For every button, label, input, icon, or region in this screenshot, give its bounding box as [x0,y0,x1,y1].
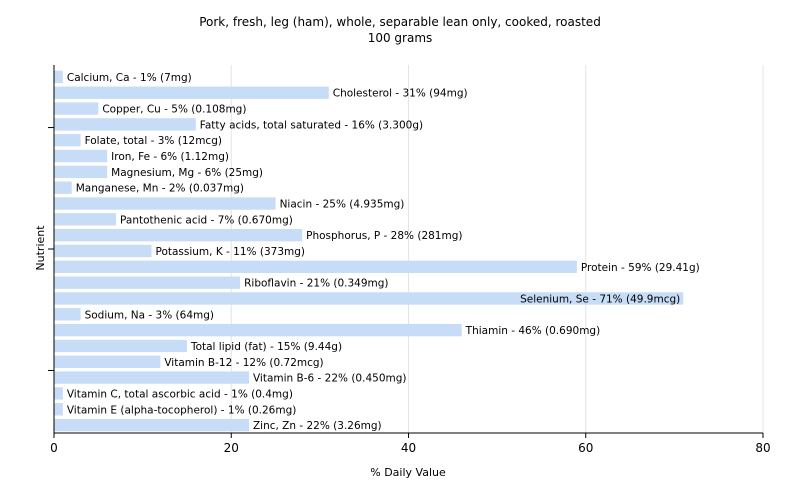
bar-label: Phosphorus, P - 28% (281mg) [306,230,462,242]
bar-label: Vitamin C, total ascorbic acid - 1% (0.4… [67,388,293,400]
bar [54,118,196,131]
bar [54,292,684,305]
bar-label: Potassium, K - 11% (373mg) [155,246,305,258]
x-tick-label: 40 [401,441,416,455]
x-axis-title: % Daily Value [370,466,446,479]
bar [54,181,72,194]
y-axis-title: Nutrient [34,225,47,271]
chart-title: Pork, fresh, leg (ham), whole, separable… [199,15,601,29]
bar-label: Iron, Fe - 6% (1.12mg) [111,151,229,163]
bar [54,403,63,416]
bar-label: Selenium, Se - 71% (49.9mcg) [520,293,680,305]
chart-title-block: Pork, fresh, leg (ham), whole, separable… [0,14,800,46]
axes: 0 20 40 60 80 [48,65,771,455]
bar-label: Manganese, Mn - 2% (0.037mg) [76,183,244,195]
bar [54,102,99,115]
bar-label: Folate, total - 3% (12mcg) [85,135,222,147]
bar [54,229,303,242]
bar-label: Pantothenic acid - 7% (0.670mg) [120,214,293,226]
bar-label: Vitamin B-6 - 22% (0.450mg) [253,373,407,385]
bar [54,371,249,384]
bar [54,197,276,210]
bar-labels: Calcium, Ca - 1% (7mg) Cholesterol - 31% … [67,72,700,432]
bar-label: Copper, Cu - 5% (0.108mg) [102,104,246,116]
bar [54,244,152,258]
bar-label: Sodium, Na - 3% (64mg) [85,309,214,321]
bar [54,276,241,289]
bar [54,149,108,163]
x-tick-label: 60 [578,441,593,455]
bar [54,165,108,179]
bar-label: Niacin - 25% (4.935mg) [280,199,405,211]
bar-label: Riboflavin - 21% (0.349mg) [244,278,388,290]
bar-label: Thiamin - 46% (0.690mg) [465,325,601,337]
bar-label: Cholesterol - 31% (94mg) [333,88,468,100]
bar [54,308,81,321]
bar [54,323,462,337]
bar [54,134,81,147]
bar [54,260,577,273]
bar [54,418,249,432]
bar [54,387,63,400]
bar [54,70,63,84]
x-tick-label: 20 [224,441,239,455]
bar-label: Total lipid (fat) - 15% (9.44g) [190,341,342,353]
bar-label: Calcium, Ca - 1% (7mg) [67,72,192,84]
bar-label: Fatty acids, total saturated - 16% (3.30… [200,119,423,131]
chart-subtitle: 100 grams [367,31,433,45]
bar-label: Vitamin B-12 - 12% (0.72mcg) [164,357,323,369]
bar [54,339,187,353]
bar [54,213,117,226]
bar-label: Vitamin E (alpha-tocopherol) - 1% (0.26m… [67,404,296,416]
bar [54,86,329,99]
bar-label: Protein - 59% (29.41g) [581,262,700,274]
bar-label: Zinc, Zn - 22% (3.26mg) [253,420,382,432]
x-tick-label: 80 [755,441,770,455]
bar-label: Magnesium, Mg - 6% (25mg) [111,167,263,179]
x-tick-label: 0 [50,441,58,455]
bar [54,355,161,368]
bars [54,70,684,432]
